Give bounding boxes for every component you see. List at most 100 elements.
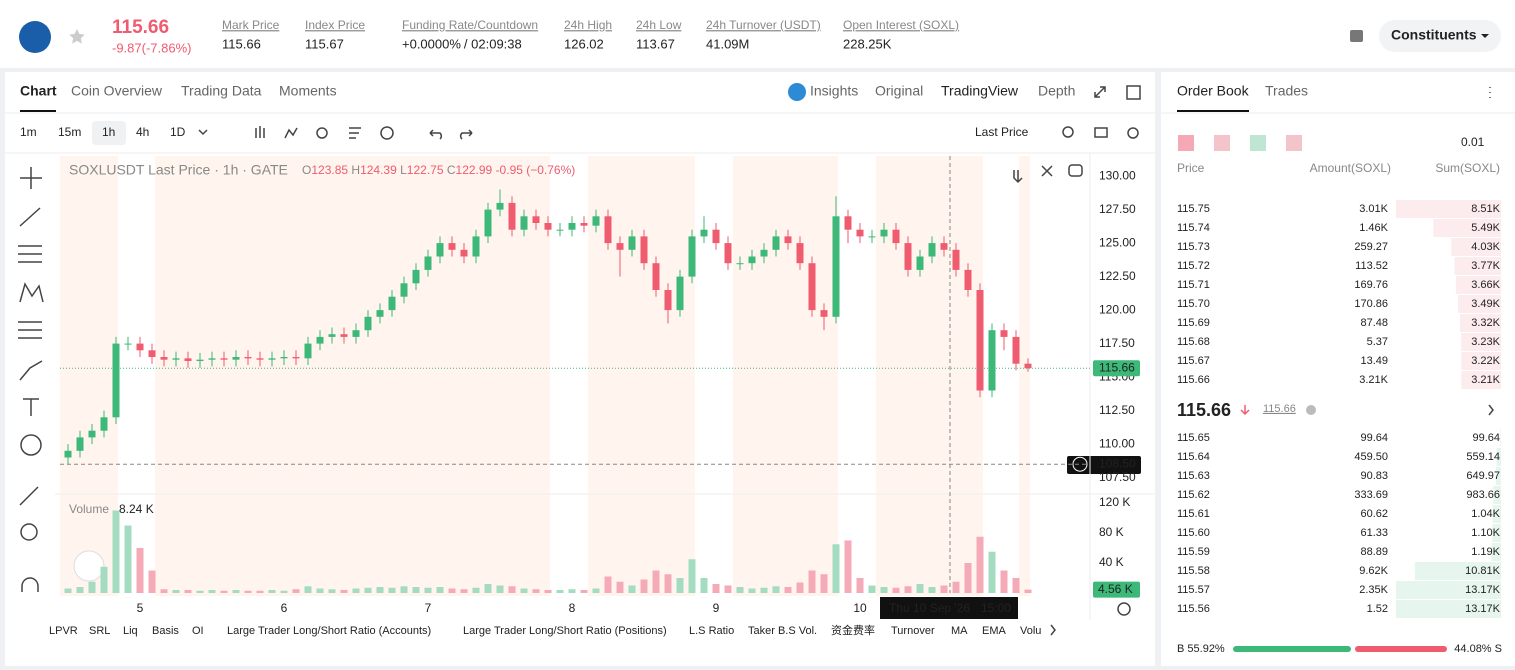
tab[interactable]: Moments [279, 83, 337, 99]
interval[interactable]: 15m [58, 125, 81, 139]
camera-icon[interactable] [1094, 127, 1108, 138]
book-tab[interactable]: Trades [1265, 83, 1308, 99]
candle-icon[interactable] [255, 126, 265, 138]
brush-tool[interactable] [19, 360, 43, 381]
toolbar-icons[interactable] [18, 85, 1494, 636]
depth-bar [1492, 524, 1501, 542]
crosshair-tool[interactable] [20, 167, 42, 189]
fib-tool[interactable] [18, 245, 42, 263]
add-alert[interactable] [1072, 456, 1088, 472]
projection-tool[interactable] [18, 321, 42, 339]
l-key: L [400, 163, 407, 177]
indicator[interactable]: Large Trader Long/Short Ratio (Positions… [463, 625, 667, 637]
candle-body [76, 437, 84, 451]
replay-icon[interactable] [316, 127, 328, 139]
view[interactable]: Insights [810, 83, 858, 99]
stat-label: 24h Low [636, 18, 682, 32]
x-tick-label: 9 [713, 601, 720, 615]
book-sum: 983.66 [1466, 489, 1500, 501]
candle-body [808, 263, 816, 311]
volume-bar [604, 576, 612, 593]
template-icon[interactable] [349, 127, 361, 139]
expand-icon[interactable] [1094, 86, 1106, 98]
volume-bar [484, 584, 492, 593]
interval[interactable]: 1h [102, 125, 115, 139]
book-sum: 3.21K [1471, 374, 1500, 386]
more-indicators[interactable] [1050, 624, 1056, 636]
price-source[interactable]: Last Price [975, 125, 1029, 139]
indicator[interactable]: L.S Ratio [689, 625, 734, 637]
window-icon[interactable] [1126, 85, 1141, 100]
tab[interactable]: Coin Overview [71, 83, 163, 99]
layout-both[interactable] [1178, 135, 1194, 151]
magnet-tool[interactable] [21, 577, 39, 592]
interval[interactable]: 1D [170, 125, 186, 139]
layout-split[interactable] [1214, 135, 1230, 151]
chart-settings[interactable] [1117, 602, 1131, 616]
candle-body [112, 343, 120, 418]
alert-icon[interactable] [380, 126, 394, 140]
ruler-tool[interactable] [19, 486, 39, 506]
tab[interactable]: Chart [20, 83, 57, 99]
book-tab[interactable]: Order Book [1177, 83, 1250, 99]
constituents[interactable]: Constituents [1391, 27, 1477, 43]
volume-bar [940, 585, 948, 593]
constituents-button[interactable] [1379, 20, 1501, 52]
collapse[interactable] [1041, 165, 1053, 177]
settings-icon[interactable] [1127, 127, 1139, 139]
depth-bar [1461, 352, 1501, 370]
interval[interactable]: 4h [136, 125, 149, 139]
search-icon[interactable] [1062, 126, 1074, 138]
book-amount: 9.62K [1359, 565, 1388, 577]
indicator[interactable]: EMA [982, 625, 1007, 637]
candle-body [748, 256, 756, 264]
emoji-tool[interactable] [20, 434, 42, 456]
undo-icon[interactable] [429, 129, 443, 140]
indicator[interactable]: Taker B.S Vol. [748, 625, 817, 637]
view[interactable]: Depth [1038, 83, 1075, 99]
volume-bar [412, 587, 420, 593]
candle-body [628, 236, 636, 250]
doc-icon[interactable] [1350, 30, 1363, 42]
tick-size[interactable]: 0.01 [1461, 135, 1485, 149]
view[interactable]: TradingView [941, 83, 1019, 99]
redo-icon[interactable] [459, 129, 473, 140]
indicator[interactable]: Large Trader Long/Short Ratio (Accounts) [227, 625, 431, 637]
volume-bar [580, 590, 588, 593]
book-amount: 61.33 [1360, 527, 1388, 539]
scroll-down[interactable] [1013, 170, 1023, 184]
indicator[interactable]: MA [951, 625, 968, 637]
indicator[interactable]: 资金费率 [831, 623, 875, 637]
indicator[interactable]: SRL [89, 625, 110, 637]
expand-book[interactable] [1488, 404, 1494, 416]
candle-body [544, 223, 552, 230]
indicator[interactable]: Liq [123, 625, 138, 637]
session-band [588, 156, 695, 596]
last-volume-box [1093, 581, 1140, 598]
view[interactable]: Original [875, 83, 923, 99]
layout-asks[interactable] [1286, 135, 1302, 151]
candle-body [304, 343, 312, 359]
line-tool[interactable] [19, 207, 41, 227]
indicator[interactable]: LPVR [49, 625, 78, 637]
favorite-icon[interactable] [69, 29, 85, 44]
text-tool[interactable] [23, 398, 39, 416]
zoom-tool[interactable] [20, 523, 38, 541]
indicator-icon[interactable] [284, 127, 298, 139]
candle-body [664, 290, 672, 311]
indicator[interactable]: Turnover [891, 625, 935, 637]
indicator[interactable]: Basis [152, 625, 179, 637]
caret[interactable] [198, 129, 208, 136]
indicator[interactable]: OI [192, 625, 204, 637]
reset[interactable] [1068, 164, 1083, 177]
pattern-tool[interactable] [19, 282, 44, 303]
book-price: 115.66 [1177, 374, 1210, 386]
candle-body [796, 243, 804, 264]
volume-bar [556, 590, 564, 593]
interval[interactable]: 1m [20, 125, 37, 139]
layout-bids[interactable] [1250, 135, 1266, 151]
insights-icon[interactable] [788, 83, 806, 101]
candle-body [220, 358, 228, 360]
indicator[interactable]: Volu [1020, 625, 1041, 637]
tab[interactable]: Trading Data [181, 83, 262, 99]
